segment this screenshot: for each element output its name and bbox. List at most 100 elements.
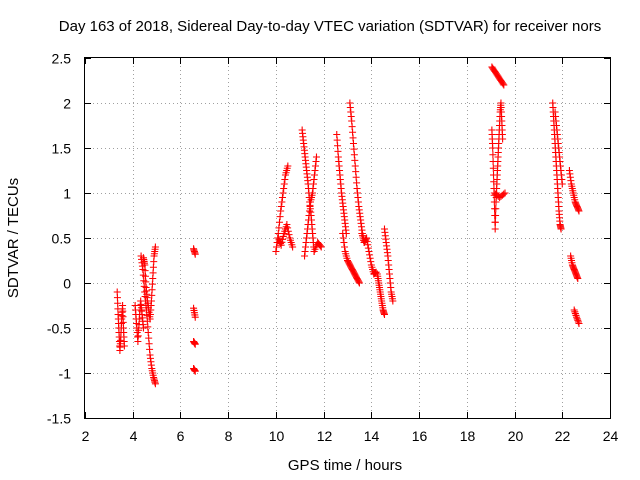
data-point bbox=[492, 205, 500, 213]
axis-ticks bbox=[85, 58, 611, 419]
data-point bbox=[275, 218, 283, 226]
data-point bbox=[278, 238, 286, 246]
data-point bbox=[272, 248, 280, 255]
data-point bbox=[191, 313, 199, 321]
data-point bbox=[279, 189, 287, 197]
data-point bbox=[280, 185, 288, 192]
data-point bbox=[366, 251, 374, 259]
y-tick-label: 1 bbox=[63, 186, 71, 202]
data-point bbox=[284, 224, 292, 232]
data-point bbox=[573, 315, 581, 323]
data-point bbox=[279, 235, 287, 243]
data-point bbox=[500, 81, 508, 89]
data-point bbox=[499, 135, 507, 143]
data-point bbox=[275, 224, 283, 232]
y-tick-label: 0.5 bbox=[52, 231, 72, 247]
data-point bbox=[491, 225, 499, 233]
data-point bbox=[283, 221, 291, 228]
data-point bbox=[367, 258, 375, 266]
x-tick-label: 16 bbox=[412, 428, 428, 444]
x-tick-labels: 2 4 6 8 10 12 14 16 18 20 22 24 bbox=[82, 428, 619, 444]
data-point bbox=[277, 207, 285, 215]
data-point bbox=[339, 230, 347, 237]
data-point bbox=[380, 311, 388, 318]
x-tick-label: 8 bbox=[225, 428, 233, 444]
data-point bbox=[492, 212, 500, 219]
x-tick-label: 6 bbox=[177, 428, 185, 444]
data-point bbox=[363, 234, 371, 242]
x-tick-label: 12 bbox=[317, 428, 333, 444]
data-point bbox=[151, 380, 159, 388]
x-tick-label: 14 bbox=[364, 428, 380, 444]
data-points bbox=[113, 63, 583, 388]
data-point bbox=[284, 162, 292, 170]
data-point bbox=[573, 313, 581, 321]
data-point bbox=[364, 241, 372, 249]
data-point bbox=[191, 250, 199, 258]
data-point bbox=[355, 278, 363, 286]
data-point bbox=[312, 153, 320, 161]
data-point bbox=[276, 213, 284, 221]
y-tick-label: 2 bbox=[63, 96, 71, 112]
data-point bbox=[499, 80, 507, 88]
data-point bbox=[575, 207, 583, 215]
data-point bbox=[139, 324, 147, 332]
data-point bbox=[574, 318, 582, 326]
y-tick-label: 2.5 bbox=[52, 51, 72, 67]
x-tick-label: 24 bbox=[603, 428, 619, 444]
data-point bbox=[574, 275, 582, 282]
data-point bbox=[366, 254, 374, 262]
y-tick-label: 1.5 bbox=[52, 141, 72, 157]
x-axis-label: GPS time / hours bbox=[288, 457, 402, 474]
y-tick-label: -1 bbox=[59, 366, 72, 382]
x-tick-label: 22 bbox=[555, 428, 571, 444]
data-point bbox=[489, 164, 497, 172]
data-point bbox=[277, 241, 285, 249]
data-point bbox=[280, 180, 288, 188]
data-point bbox=[389, 297, 397, 305]
x-tick-label: 18 bbox=[460, 428, 476, 444]
data-point bbox=[575, 320, 583, 327]
data-point bbox=[191, 367, 199, 375]
data-point bbox=[355, 279, 363, 287]
data-point bbox=[191, 340, 199, 348]
data-point bbox=[278, 198, 286, 206]
data-point bbox=[273, 243, 281, 251]
y-axis-label: SDTVAR / TECUs bbox=[5, 178, 22, 298]
y-tick-labels: -1.5 -1 -0.5 0 0.5 1 1.5 2 2.5 bbox=[47, 51, 71, 427]
data-point bbox=[500, 190, 508, 198]
data-point bbox=[557, 225, 565, 233]
data-point bbox=[278, 194, 286, 201]
data-point bbox=[316, 242, 324, 250]
x-tick-label: 4 bbox=[130, 428, 138, 444]
data-point bbox=[285, 231, 293, 239]
data-point bbox=[120, 342, 128, 350]
data-point bbox=[277, 203, 285, 210]
y-tick-label: -1.5 bbox=[47, 411, 71, 427]
x-tick-label: 2 bbox=[82, 428, 90, 444]
grid bbox=[85, 58, 610, 418]
data-point bbox=[574, 316, 582, 324]
y-tick-label: 0 bbox=[63, 276, 71, 292]
data-point bbox=[279, 232, 287, 240]
x-tick-label: 20 bbox=[508, 428, 524, 444]
y-tick-label: -0.5 bbox=[47, 321, 71, 337]
data-point bbox=[317, 243, 325, 251]
data-point bbox=[363, 237, 371, 245]
data-point bbox=[341, 243, 349, 251]
data-point bbox=[365, 248, 373, 255]
data-point bbox=[339, 234, 347, 242]
data-point bbox=[340, 239, 348, 246]
x-tick-label: 10 bbox=[269, 428, 285, 444]
data-point bbox=[289, 243, 297, 251]
data-point bbox=[281, 176, 289, 183]
data-point bbox=[284, 227, 292, 235]
data-point bbox=[151, 243, 159, 251]
data-point bbox=[501, 189, 509, 197]
data-point bbox=[491, 218, 499, 226]
data-point bbox=[489, 151, 497, 159]
data-point bbox=[558, 180, 566, 188]
data-point bbox=[364, 244, 372, 252]
